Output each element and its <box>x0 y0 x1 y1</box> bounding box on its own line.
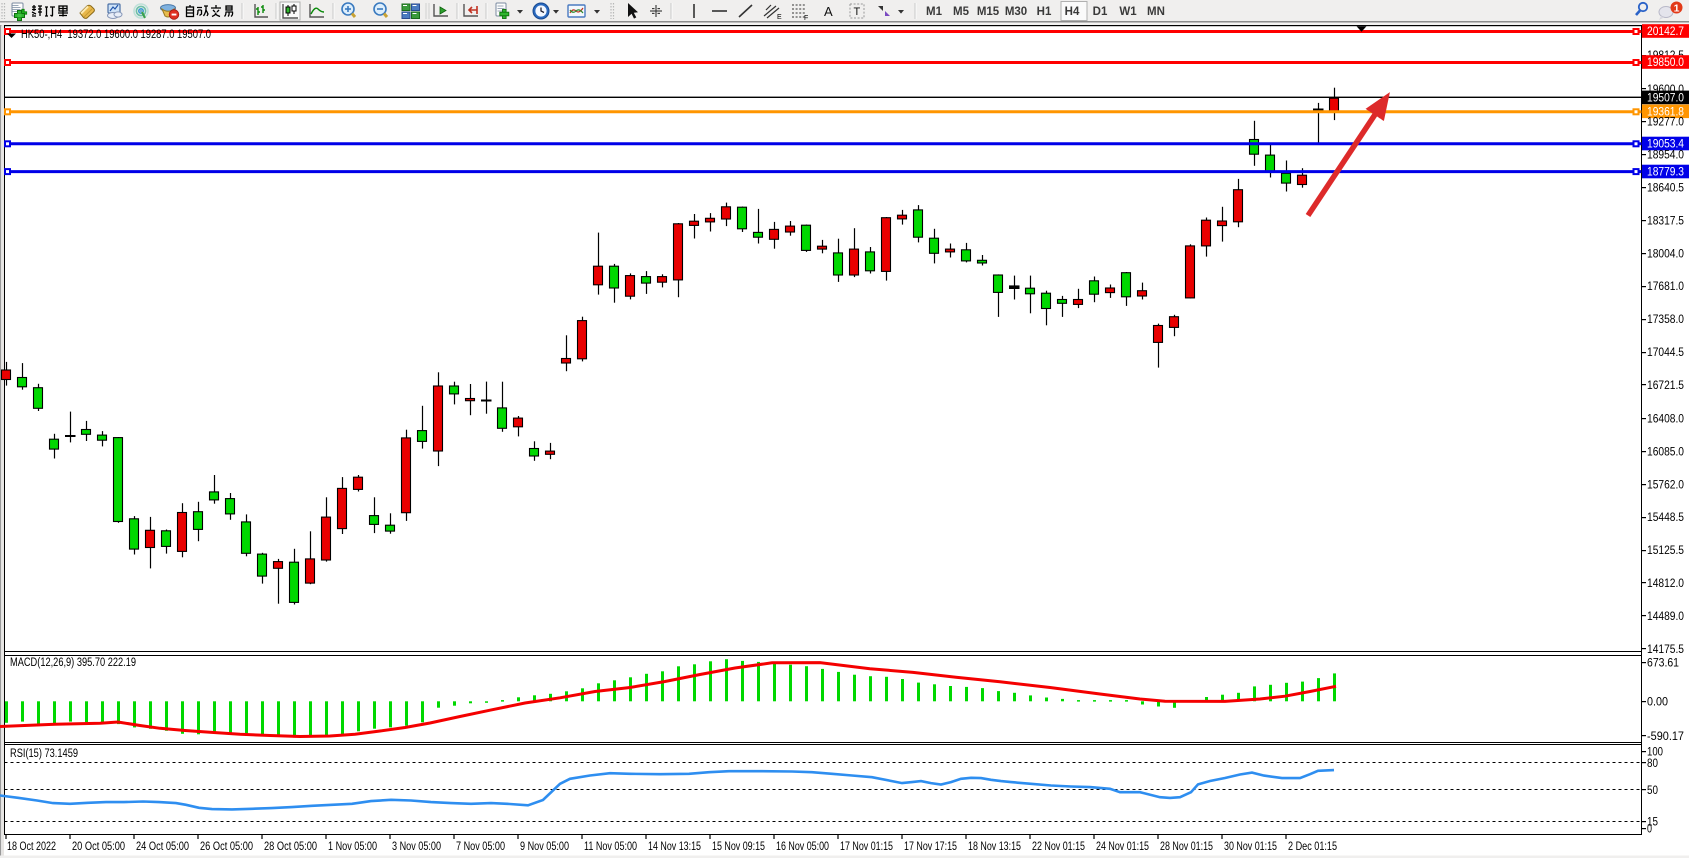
svg-text:0: 0 <box>1647 824 1652 836</box>
svg-text:T: T <box>854 6 861 18</box>
svg-text:H1: H1 <box>1037 6 1052 18</box>
svg-text:15: 15 <box>1647 816 1658 828</box>
svg-text:7 Nov 05:00: 7 Nov 05:00 <box>456 841 505 853</box>
svg-text:17358.0: 17358.0 <box>1647 314 1684 326</box>
svg-text:9 Nov 05:00: 9 Nov 05:00 <box>520 841 569 853</box>
svg-text:80: 80 <box>1647 758 1658 770</box>
svg-text:18779.3: 18779.3 <box>1647 167 1684 179</box>
svg-text:M5: M5 <box>953 6 970 18</box>
svg-text:-590.17: -590.17 <box>1647 731 1684 743</box>
svg-text:0.00: 0.00 <box>1647 696 1668 708</box>
svg-text:14812.0: 14812.0 <box>1647 578 1684 590</box>
svg-text:19277.0: 19277.0 <box>1647 117 1684 129</box>
svg-text:F: F <box>804 15 808 22</box>
svg-text:673.61: 673.61 <box>1647 658 1679 670</box>
svg-text:28 Nov 01:15: 28 Nov 01:15 <box>1160 841 1213 853</box>
svg-text:M30: M30 <box>1005 6 1027 18</box>
svg-text:14489.0: 14489.0 <box>1647 611 1684 623</box>
svg-text:M1: M1 <box>926 6 943 18</box>
svg-text:20142.7: 20142.7 <box>1647 26 1684 38</box>
svg-text:18 Nov 13:15: 18 Nov 13:15 <box>968 841 1021 853</box>
svg-text:28 Oct 05:00: 28 Oct 05:00 <box>264 841 317 853</box>
svg-text:50: 50 <box>1647 785 1658 797</box>
svg-text:18 Oct 2022: 18 Oct 2022 <box>7 841 56 853</box>
svg-text:18954.0: 18954.0 <box>1647 150 1684 162</box>
svg-text:MACD(12,26,9) 395.70 222.19: MACD(12,26,9) 395.70 222.19 <box>10 657 136 669</box>
svg-text:18640.5: 18640.5 <box>1647 183 1684 195</box>
svg-text:30 Nov 01:15: 30 Nov 01:15 <box>1224 841 1277 853</box>
svg-text:16085.0: 16085.0 <box>1647 446 1684 458</box>
svg-text:HK50-,H4 19372.0 19600.0 1928: HK50-,H4 19372.0 19600.0 19287.0 19507.0 <box>21 29 211 41</box>
svg-text:2 Dec 01:15: 2 Dec 01:15 <box>1288 841 1337 853</box>
svg-text:3 Nov 05:00: 3 Nov 05:00 <box>392 841 441 853</box>
svg-text:24 Oct 05:00: 24 Oct 05:00 <box>136 841 189 853</box>
svg-text:16408.0: 16408.0 <box>1647 414 1684 426</box>
svg-text:19850.0: 19850.0 <box>1647 57 1684 69</box>
svg-text:20 Oct 05:00: 20 Oct 05:00 <box>72 841 125 853</box>
svg-text:17681.0: 17681.0 <box>1647 281 1684 293</box>
svg-text:19507.0: 19507.0 <box>1647 93 1684 105</box>
svg-text:15448.5: 15448.5 <box>1647 512 1684 524</box>
svg-text:17 Nov 17:15: 17 Nov 17:15 <box>904 841 957 853</box>
svg-text:16721.5: 16721.5 <box>1647 380 1684 392</box>
svg-text:15 Nov 09:15: 15 Nov 09:15 <box>712 841 765 853</box>
svg-text:17 Nov 01:15: 17 Nov 01:15 <box>840 841 893 853</box>
svg-text:E: E <box>777 14 782 21</box>
svg-text:11 Nov 05:00: 11 Nov 05:00 <box>584 841 637 853</box>
svg-text:14175.5: 14175.5 <box>1647 644 1684 656</box>
svg-text:1: 1 <box>1674 2 1680 14</box>
svg-text:26 Oct 05:00: 26 Oct 05:00 <box>200 841 253 853</box>
svg-text:18004.0: 18004.0 <box>1647 248 1684 260</box>
svg-text:1 Nov 05:00: 1 Nov 05:00 <box>328 841 377 853</box>
svg-text:H4: H4 <box>1065 6 1080 18</box>
svg-text:W1: W1 <box>1119 6 1137 18</box>
svg-text:18317.5: 18317.5 <box>1647 215 1684 227</box>
svg-text:24 Nov 01:15: 24 Nov 01:15 <box>1096 841 1149 853</box>
svg-text:19361.8: 19361.8 <box>1647 107 1684 119</box>
svg-text:14 Nov 13:15: 14 Nov 13:15 <box>648 841 701 853</box>
svg-text:19053.4: 19053.4 <box>1647 139 1685 151</box>
svg-text:M15: M15 <box>977 6 1000 18</box>
svg-text:16 Nov 05:00: 16 Nov 05:00 <box>776 841 829 853</box>
svg-text:D1: D1 <box>1093 6 1108 18</box>
svg-text:MN: MN <box>1147 6 1165 18</box>
svg-text:15762.0: 15762.0 <box>1647 479 1684 491</box>
svg-text:100: 100 <box>1647 747 1663 759</box>
svg-text:22 Nov 01:15: 22 Nov 01:15 <box>1032 841 1085 853</box>
svg-text:A: A <box>824 4 833 19</box>
svg-text:15125.5: 15125.5 <box>1647 545 1684 557</box>
svg-text:17044.5: 17044.5 <box>1647 347 1684 359</box>
svg-text:RSI(15) 73.1459: RSI(15) 73.1459 <box>10 748 78 760</box>
